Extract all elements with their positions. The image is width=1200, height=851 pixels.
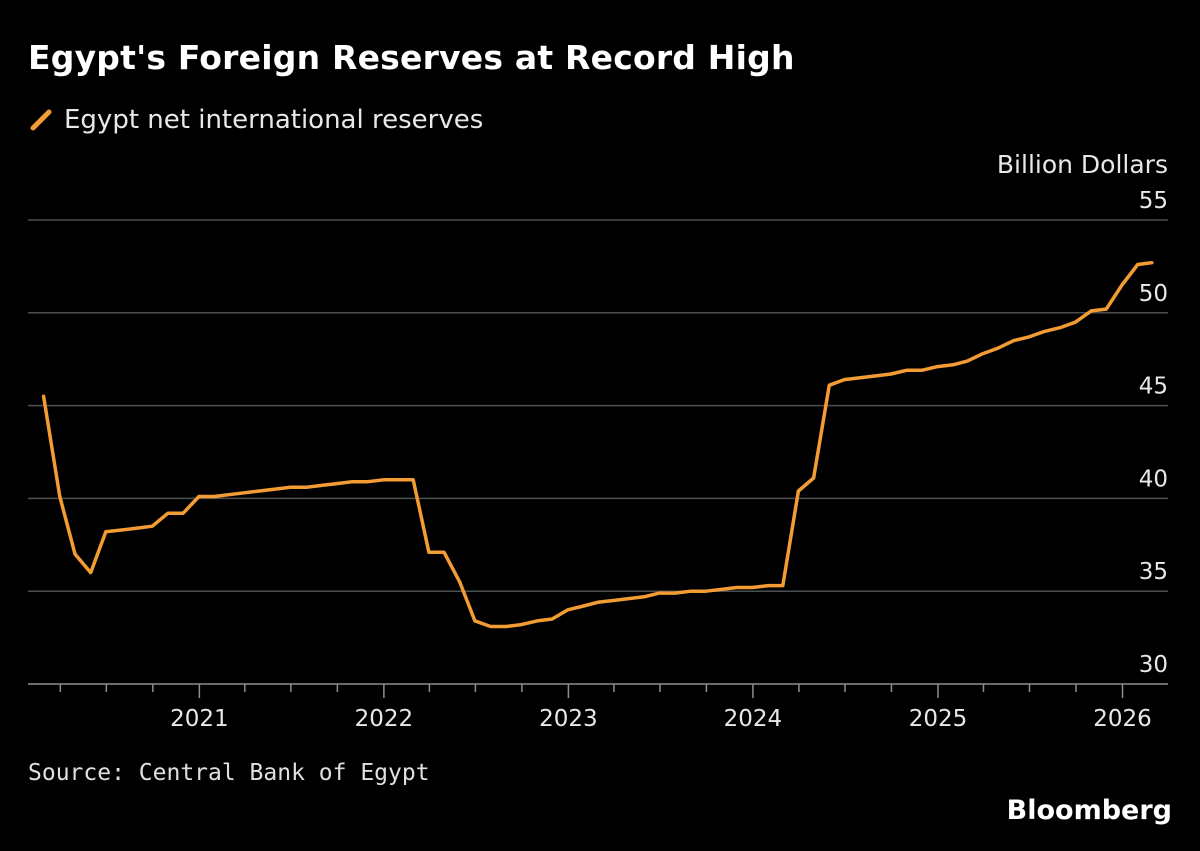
chart-title: Egypt's Foreign Reserves at Record High — [28, 38, 795, 77]
y-tick-label-35: 35 — [1139, 559, 1168, 585]
source-note: Source: Central Bank of Egypt — [28, 760, 430, 786]
x-tick-label-2025: 2025 — [909, 706, 968, 732]
series-line-0 — [41, 260, 1154, 629]
series-layer — [41, 260, 1154, 629]
x-axis — [28, 683, 1168, 698]
legend-swatch-icon — [30, 109, 52, 131]
bloomberg-logo: Bloomberg — [1006, 795, 1172, 826]
y-tick-label-40: 40 — [1139, 466, 1168, 492]
y-tick-label-55: 55 — [1139, 188, 1168, 214]
x-axis-tick-labels: 2021 2022 2023 2024 2025 2026 — [170, 706, 1152, 732]
x-tick-label-2022: 2022 — [355, 706, 414, 732]
y-tick-label-50: 50 — [1139, 281, 1168, 307]
x-tick-label-2021: 2021 — [170, 706, 229, 732]
x-tick-label-2026: 2026 — [1093, 706, 1152, 732]
legend-label: Egypt net international reserves — [64, 105, 484, 135]
y-axis-unit-label: Billion Dollars — [996, 150, 1168, 179]
x-tick-label-2024: 2024 — [724, 706, 783, 732]
legend: Egypt net international reserves — [30, 104, 483, 136]
y-tick-label-30: 30 — [1139, 652, 1168, 678]
x-tick-label-2023: 2023 — [539, 706, 598, 732]
y-tick-label-45: 45 — [1139, 374, 1168, 400]
grid-lines — [28, 219, 1168, 592]
y-axis-tick-labels: 30 35 40 45 50 55 — [1139, 188, 1168, 678]
